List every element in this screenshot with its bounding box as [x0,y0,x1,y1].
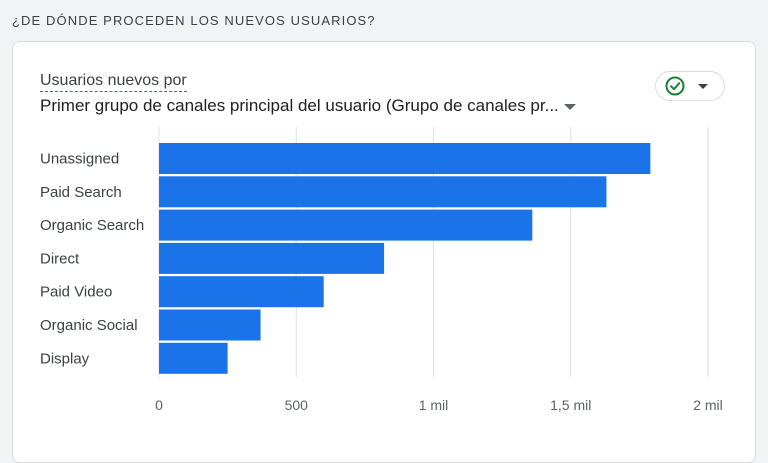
bar[interactable] [159,242,385,274]
x-tick-label: 1 mil [419,397,449,413]
metric-label[interactable]: Usuarios nuevos por [40,72,187,92]
x-tick-label: 2 mil [693,397,723,413]
category-label: Display [40,350,90,367]
dimension-label: Primer grupo de canales principal del us… [40,96,559,115]
bar[interactable] [159,209,533,241]
caret-down-icon [563,104,576,110]
category-label: Paid Search [40,184,122,201]
category-label: Organic Search [40,217,144,234]
x-tick-label: 500 [285,397,309,413]
check-circle-icon [665,76,685,96]
x-tick-label: 1,5 mil [550,397,591,413]
bar[interactable] [159,176,607,208]
bar[interactable] [159,143,651,174]
bar[interactable] [159,276,324,308]
x-tick-label: 0 [155,397,163,413]
bar[interactable] [159,342,228,374]
caret-down-icon [698,83,708,89]
dimension-selector[interactable]: Primer grupo de canales principal del us… [40,96,576,116]
category-label: Paid Video [40,284,112,301]
section-title: ¿DE DÓNDE PROCEDEN LOS NUEVOS USUARIOS? [12,13,376,28]
category-label: Organic Social [40,317,138,334]
bar[interactable] [159,309,261,341]
category-label: Direct [40,250,80,267]
bar-chart: 0 500 1 mil 1,5 mil 2 mil Unassigned Paid Sear… [40,127,723,413]
category-label: Unassigned [40,151,119,168]
compare-toggle-button[interactable] [655,71,725,101]
